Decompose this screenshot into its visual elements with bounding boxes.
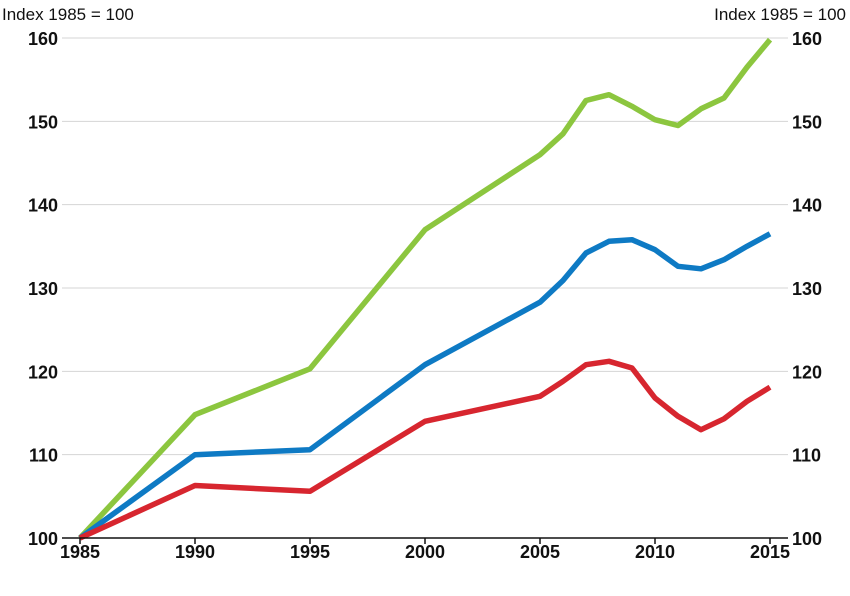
y-tick-left-140: 140 (28, 196, 58, 216)
x-tick-1985: 1985 (60, 542, 100, 562)
y-tick-right-120: 120 (792, 362, 822, 382)
x-tick-2005: 2005 (520, 542, 560, 562)
y-tick-left-160: 160 (28, 29, 58, 49)
series-line-3 (78, 358, 772, 541)
y-tick-left-130: 130 (28, 279, 58, 299)
x-tick-2000: 2000 (405, 542, 445, 562)
y-tick-right-130: 130 (792, 279, 822, 299)
right-y-axis-ticks: 100 110 120 130 140 150 160 (792, 29, 822, 549)
y-tick-left-150: 150 (28, 112, 58, 132)
series-lines (77, 37, 773, 541)
y-tick-right-150: 150 (792, 112, 822, 132)
left-y-axis-ticks: 100 110 120 130 140 150 160 (28, 29, 58, 549)
gridlines (62, 37, 788, 456)
series-line-2 (78, 231, 772, 541)
y-tick-right-100: 100 (792, 529, 822, 549)
y-tick-right-140: 140 (792, 196, 822, 216)
y-tick-left-100: 100 (28, 529, 58, 549)
x-tick-2010: 2010 (635, 542, 675, 562)
right-axis-unit-label: Index 1985 = 100 (714, 5, 846, 24)
y-tick-right-160: 160 (792, 29, 822, 49)
left-axis-unit-label: Index 1985 = 100 (2, 5, 134, 24)
x-tick-1990: 1990 (175, 542, 215, 562)
y-tick-right-110: 110 (792, 446, 821, 466)
y-tick-left-110: 110 (29, 446, 58, 466)
x-tick-1995: 1995 (290, 542, 330, 562)
x-axis-ticks: 1985 1990 1995 2000 2005 2010 2015 (60, 538, 790, 562)
x-tick-2015: 2015 (750, 542, 790, 562)
series-line-1 (77, 37, 773, 540)
y-tick-left-120: 120 (28, 362, 58, 382)
